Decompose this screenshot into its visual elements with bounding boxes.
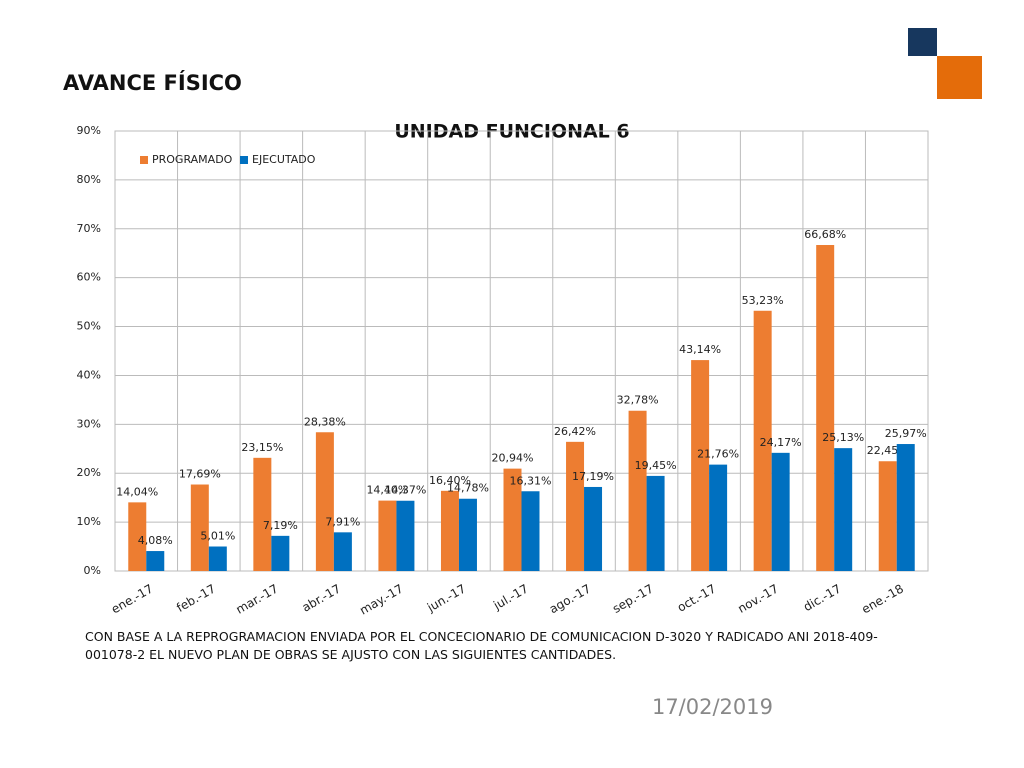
value-label: 16,40% — [429, 474, 471, 487]
slide-title: AVANCE FÍSICO — [63, 70, 242, 95]
value-label: 5,01% — [200, 530, 235, 543]
bar — [566, 441, 585, 571]
y-tick-label: 80% — [77, 173, 101, 186]
bar — [315, 432, 334, 571]
value-label: 14,37% — [384, 484, 426, 497]
value-label: 26,42% — [554, 425, 596, 438]
value-label: 4,08% — [138, 534, 173, 547]
value-label: 24,17% — [760, 436, 802, 449]
note: CON BASE A LA REPROGRAMACION ENVIADA POR… — [85, 629, 878, 662]
bar — [816, 245, 835, 571]
legend-swatch — [140, 156, 148, 164]
bar — [253, 457, 272, 571]
x-tick-label: abr.-17 — [300, 582, 344, 615]
bar — [646, 475, 665, 571]
x-tick-label: jul.-17 — [490, 582, 531, 613]
value-label: 14,78% — [447, 482, 489, 495]
value-label: 53,23% — [742, 294, 784, 307]
bar — [440, 490, 459, 571]
bar — [190, 484, 209, 571]
x-tick-label: dic.-17 — [801, 582, 843, 615]
x-tick-label: sep.-17 — [610, 582, 656, 616]
x-tick-label: jun.-17 — [424, 582, 468, 616]
decor-square — [908, 28, 937, 56]
value-label: 17,69% — [179, 468, 221, 481]
y-tick-label: 20% — [77, 466, 101, 479]
legend-label: EJECUTADO — [252, 153, 316, 166]
x-tick-label: feb.-17 — [174, 582, 218, 615]
x-tick-label: oct.-17 — [675, 582, 718, 615]
legend-swatch — [240, 156, 248, 164]
x-tick-label: may.-17 — [357, 582, 405, 618]
value-label: 23,15% — [241, 441, 283, 454]
y-tick-label: 50% — [77, 320, 101, 333]
value-label: 21,76% — [697, 448, 739, 461]
value-label: 14,40% — [366, 484, 408, 497]
value-label: 19,45% — [635, 459, 677, 472]
y-tick-label: 0% — [84, 564, 101, 577]
bar — [584, 486, 603, 571]
value-label: 25,97% — [885, 427, 927, 440]
date: 17/02/2019 — [652, 695, 773, 719]
bar — [753, 310, 772, 571]
bar — [628, 410, 647, 571]
value-label: 43,14% — [679, 343, 721, 356]
value-label: 17,19% — [572, 470, 614, 483]
x-tick-label: nov.-17 — [735, 582, 781, 616]
y-tick-label: 90% — [77, 124, 101, 137]
value-label: 66,68% — [804, 228, 846, 241]
bar — [146, 551, 165, 571]
value-label: 20,94% — [492, 452, 534, 465]
bar — [896, 444, 915, 571]
value-label: 25,13% — [822, 431, 864, 444]
legend-label: PROGRAMADO — [152, 153, 233, 166]
x-tick-label: ene.-17 — [109, 582, 156, 617]
value-label: 7,19% — [263, 519, 298, 532]
bar — [128, 502, 147, 571]
bar — [834, 448, 853, 571]
x-tick-label: mar.-17 — [234, 582, 281, 617]
bar — [378, 500, 397, 571]
value-label: 14,04% — [116, 485, 158, 498]
bar — [878, 461, 897, 571]
bar — [771, 452, 790, 571]
value-label: 7,91% — [325, 515, 360, 528]
bar — [271, 535, 290, 571]
y-tick-label: 70% — [77, 222, 101, 235]
bar — [333, 532, 352, 571]
y-tick-label: 40% — [77, 368, 101, 381]
y-tick-label: 10% — [77, 515, 101, 528]
x-tick-label: ene.-18 — [859, 582, 906, 617]
decor-square — [937, 56, 982, 99]
bar — [691, 360, 710, 571]
bar — [521, 491, 540, 571]
bar — [503, 468, 522, 571]
x-tick-label: ago.-17 — [547, 582, 593, 617]
bar — [458, 498, 477, 571]
value-label: 32,78% — [617, 394, 659, 407]
bar — [396, 500, 415, 571]
bar — [208, 546, 227, 571]
y-tick-label: 60% — [77, 271, 101, 284]
value-label: 28,38% — [304, 415, 346, 428]
value-label: 16,31% — [510, 474, 552, 487]
y-tick-label: 30% — [77, 417, 101, 430]
bar — [709, 464, 728, 571]
